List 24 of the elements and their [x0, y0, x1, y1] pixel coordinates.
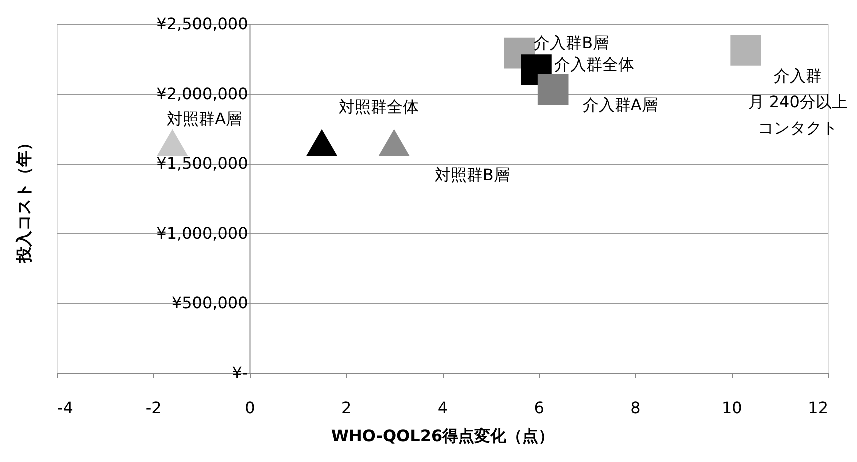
series-label: 介入群全体	[554, 55, 634, 74]
series-label: 対照群全体	[339, 98, 420, 117]
y-tick-label: ¥-	[232, 364, 248, 382]
series-label: 対照群A層	[167, 110, 242, 129]
x-tick-label: -2	[146, 398, 162, 418]
y-tick-label: ¥2,000,000	[156, 84, 248, 104]
series-label: 介入群B層	[534, 33, 610, 52]
series-label: 介入群A層	[582, 96, 658, 115]
x-tick-label: 8	[630, 398, 641, 418]
x-tick-label: -4	[58, 398, 74, 418]
x-axis-title: WHO-QOL26得点変化（点）	[331, 426, 555, 446]
y-tick-label: ¥500,000	[172, 294, 248, 313]
y-tick-label: ¥2,500,000	[156, 14, 248, 34]
series-label: 介入群月 240分以上コンタクト	[748, 66, 848, 138]
x-tick-label: 12	[808, 398, 828, 418]
series-label: 対照群B層	[434, 166, 510, 185]
y-axis-title: 投入コスト（年）	[14, 135, 34, 264]
y-tick-label: ¥1,500,000	[156, 154, 248, 174]
x-tick-label: 6	[534, 398, 544, 418]
x-tick-label: 10	[722, 398, 742, 418]
x-tick-label: 0	[245, 398, 256, 418]
x-tick-label: 4	[438, 398, 448, 418]
y-tick-label: ¥1,000,000	[156, 224, 248, 243]
x-tick-label: 2	[342, 398, 352, 418]
